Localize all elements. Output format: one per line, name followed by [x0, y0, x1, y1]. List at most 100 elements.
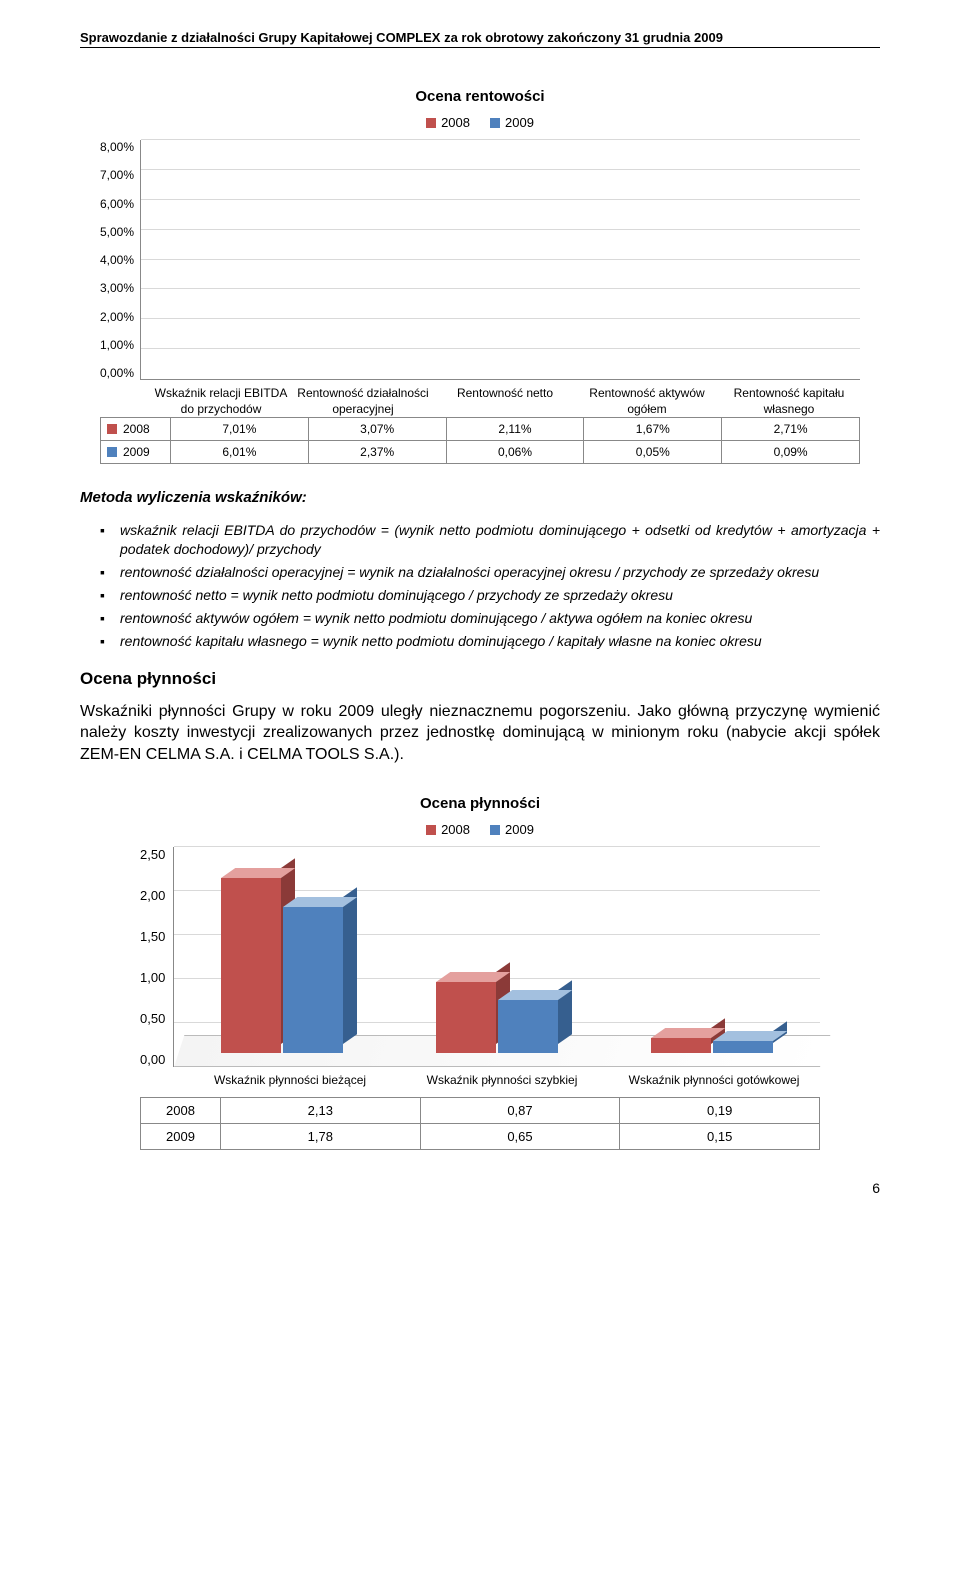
gridline	[141, 229, 860, 230]
ytick-label: 1,00%	[100, 338, 134, 352]
table-cell: 0,15	[620, 1123, 820, 1149]
chart-plynnosci: Ocena płynności 2008 2009 2,50 2,00 1,50 1,…	[140, 795, 820, 1150]
gridline	[141, 199, 860, 200]
rowhead-label: 2008	[123, 422, 150, 436]
bullet-item: rentowność kapitału własnego = wynik net…	[100, 632, 880, 651]
chart2-legend: 2008 2009	[140, 822, 820, 837]
gridline	[141, 348, 860, 349]
chart2-title: Ocena płynności	[140, 795, 820, 812]
ytick-label: 4,00%	[100, 253, 134, 267]
xlabel: Wskaźnik relacji EBITDA do przychodów	[150, 380, 292, 417]
bar-front	[498, 1000, 558, 1054]
gridline	[141, 169, 860, 170]
rowhead: 2008	[149, 1103, 212, 1118]
legend-swatch	[426, 825, 436, 835]
xlabel: Wskaźnik płynności gotówkowej	[608, 1073, 820, 1089]
xlabel: Rentowność aktywów ogółem	[576, 380, 718, 417]
legend-label: 2008	[441, 115, 470, 130]
bar3d-2009	[283, 907, 343, 1054]
chart1-xlabels: Wskaźnik relacji EBITDA do przychodówRen…	[150, 380, 860, 417]
ytick-label: 2,50	[140, 847, 165, 862]
table-cell: 1,78	[221, 1123, 421, 1149]
table-row: 2009 1,780,650,15	[141, 1123, 820, 1149]
table-row: 20096,01%2,37%0,06%0,05%0,09%	[101, 441, 860, 464]
rowhead: 2009	[149, 1129, 212, 1144]
chart2-plotarea	[173, 847, 820, 1067]
chart1-plotarea	[140, 140, 860, 380]
legend-item-2009: 2009	[490, 822, 534, 837]
ytick-label: 3,00%	[100, 281, 134, 295]
ytick-label: 2,00	[140, 888, 165, 903]
ytick-label: 0,00	[140, 1052, 165, 1067]
table-cell: 0,19	[620, 1097, 820, 1123]
ytick-label: 0,50	[140, 1011, 165, 1026]
section-heading-plynnosc: Ocena płynności	[80, 669, 880, 689]
legend-item-2009: 2009	[490, 115, 534, 130]
rowhead-label: 2008	[166, 1103, 195, 1118]
bar3d-2009	[498, 1000, 558, 1054]
legend-swatch	[490, 825, 500, 835]
method-heading: Metoda wyliczenia wskaźników:	[80, 489, 880, 506]
table-cell: 2,71%	[722, 418, 860, 441]
bullet-item: rentowność aktywów ogółem = wynik netto …	[100, 609, 880, 628]
table-cell: 0,65	[420, 1123, 620, 1149]
table-cell: 6,01%	[171, 441, 309, 464]
bar-side	[343, 887, 357, 1043]
legend-label: 2009	[505, 822, 534, 837]
bar-group	[605, 847, 820, 1053]
xlabel: Rentowność działalności operacyjnej	[292, 380, 434, 417]
rowhead-swatch	[107, 424, 117, 434]
xlabel: Wskaźnik płynności bieżącej	[184, 1073, 396, 1089]
table-row: 20082,130,870,19	[141, 1097, 820, 1123]
ytick-label: 8,00%	[100, 140, 134, 154]
rowhead-label: 2009	[166, 1129, 195, 1144]
rowhead: 2008	[107, 422, 164, 436]
table-cell: 0,09%	[722, 441, 860, 464]
bar-front	[283, 907, 343, 1054]
paragraph-plynnosc: Wskaźniki płynności Grupy w roku 2009 ul…	[80, 701, 880, 766]
chart1-legend: 2008 2009	[100, 115, 860, 130]
table-row: 20087,01%3,07%2,11%1,67%2,71%	[101, 418, 860, 441]
gridline	[141, 139, 860, 140]
rowhead: 2009	[107, 445, 164, 459]
bar-group	[390, 847, 605, 1053]
bar-group	[174, 847, 389, 1053]
bullet-item: rentowność działalności operacyjnej = wy…	[100, 563, 880, 582]
bar3d-2008	[651, 1038, 711, 1054]
legend-swatch	[426, 118, 436, 128]
chart1-title: Ocena rentowości	[100, 88, 860, 105]
chart1-data-table: 20087,01%3,07%2,11%1,67%2,71%20096,01%2,…	[100, 417, 860, 464]
gridline	[141, 259, 860, 260]
gridline	[141, 288, 860, 289]
table-cell: 2,37%	[308, 441, 446, 464]
legend-label: 2008	[441, 822, 470, 837]
chart2-xlabels: Wskaźnik płynności bieżącejWskaźnik płyn…	[184, 1073, 820, 1089]
bar3d-2008	[221, 878, 281, 1054]
gridline	[141, 318, 860, 319]
chart2-data-table: 20082,130,870,1920091,780,650,15	[140, 1097, 820, 1150]
legend-swatch	[490, 118, 500, 128]
legend-label: 2009	[505, 115, 534, 130]
chart1-yaxis: 8,00%7,00%6,00%5,00%4,00%3,00%2,00%1,00%…	[100, 140, 140, 380]
ytick-label: 5,00%	[100, 225, 134, 239]
table-cell: 7,01%	[171, 418, 309, 441]
ytick-label: 2,00%	[100, 310, 134, 324]
xlabel: Rentowność netto	[434, 380, 576, 417]
page-header: Sprawozdanie z działalności Grupy Kapita…	[80, 30, 880, 48]
rowhead-label: 2009	[123, 445, 150, 459]
xlabel: Wskaźnik płynności szybkiej	[396, 1073, 608, 1089]
legend-item-2008: 2008	[426, 115, 470, 130]
rowhead-swatch	[107, 447, 117, 457]
ytick-label: 1,00	[140, 970, 165, 985]
ytick-label: 0,00%	[100, 366, 134, 380]
table-cell: 1,67%	[584, 418, 722, 441]
ytick-label: 1,50	[140, 929, 165, 944]
table-cell: 2,13	[221, 1097, 421, 1123]
bar-front	[221, 878, 281, 1054]
page-number: 6	[80, 1180, 880, 1196]
bar3d-2008	[436, 982, 496, 1054]
table-cell: 2,11%	[446, 418, 584, 441]
chart2-yaxis: 2,50 2,00 1,50 1,00 0,50 0,00	[140, 847, 173, 1067]
bullet-item: wskaźnik relacji EBITDA do przychodów = …	[100, 521, 880, 559]
table-cell: 0,05%	[584, 441, 722, 464]
